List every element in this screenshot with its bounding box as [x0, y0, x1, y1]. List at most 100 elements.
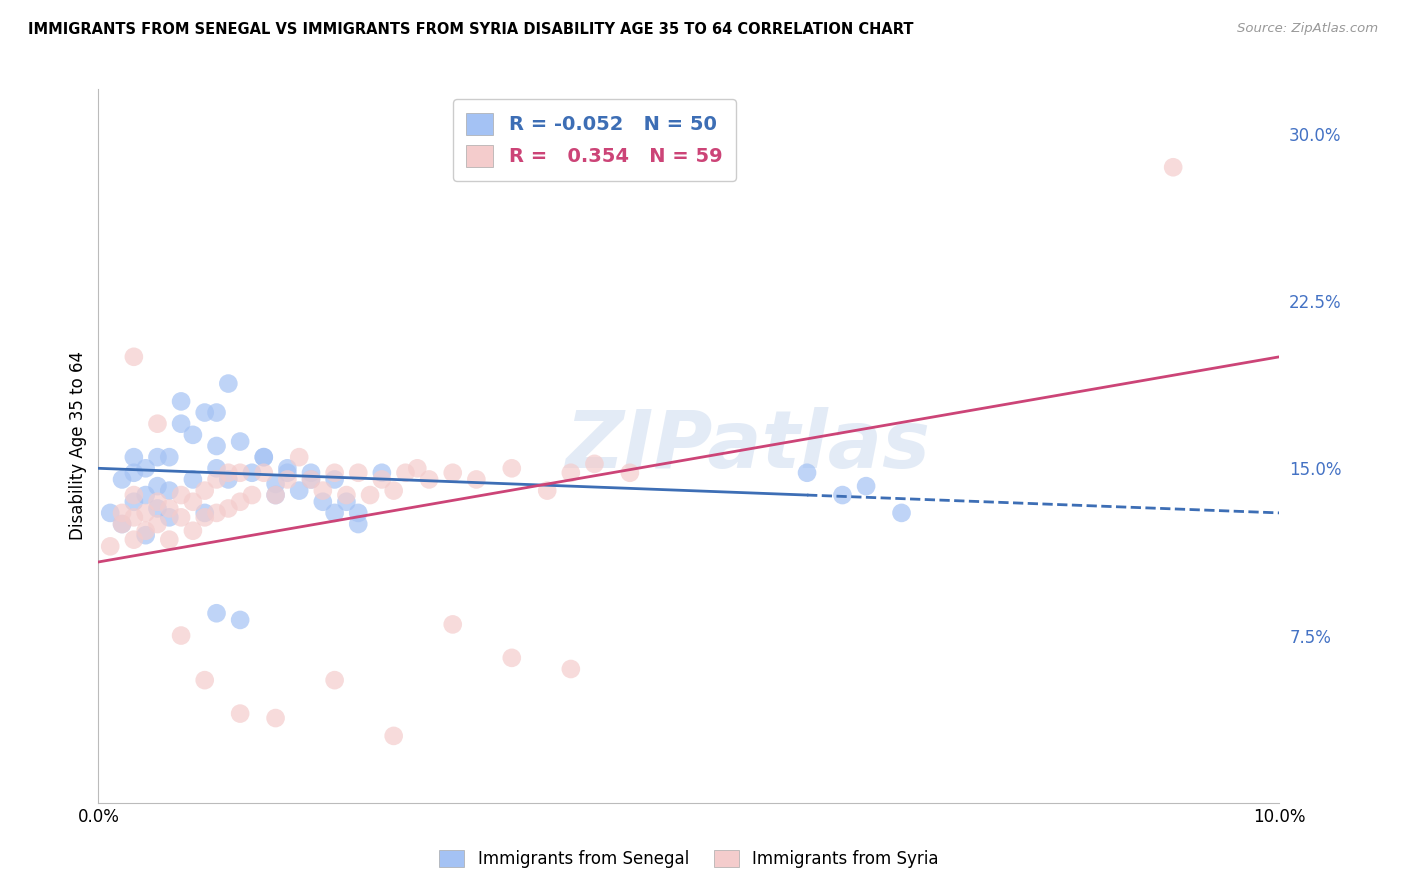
Point — [205, 405, 228, 420]
Point — [371, 473, 394, 487]
Point — [181, 473, 204, 487]
Point — [796, 466, 818, 480]
Point — [194, 405, 217, 420]
Point — [382, 483, 405, 498]
Point — [583, 457, 606, 471]
Point — [323, 473, 346, 487]
Point — [181, 524, 204, 538]
Point — [264, 488, 287, 502]
Point — [111, 517, 134, 532]
Point — [146, 450, 169, 465]
Point — [441, 466, 464, 480]
Point — [264, 711, 287, 725]
Point — [288, 483, 311, 498]
Point — [205, 439, 228, 453]
Point — [146, 479, 169, 493]
Point — [146, 417, 169, 431]
Point — [205, 506, 228, 520]
Legend: Immigrants from Senegal, Immigrants from Syria: Immigrants from Senegal, Immigrants from… — [430, 842, 948, 877]
Point — [205, 473, 228, 487]
Point — [157, 533, 180, 547]
Point — [347, 517, 370, 532]
Point — [170, 628, 193, 642]
Point — [359, 488, 381, 502]
Point — [135, 506, 157, 520]
Point — [1161, 161, 1184, 175]
Point — [181, 427, 204, 442]
Point — [831, 488, 853, 502]
Point — [276, 473, 298, 487]
Text: ZIPatlas: ZIPatlas — [565, 407, 931, 485]
Point — [855, 479, 877, 493]
Point — [299, 473, 322, 487]
Point — [170, 510, 193, 524]
Point — [181, 494, 204, 508]
Point — [418, 473, 440, 487]
Point — [229, 494, 252, 508]
Point — [217, 501, 239, 516]
Point — [323, 466, 346, 480]
Point — [205, 607, 228, 621]
Point — [122, 350, 145, 364]
Point — [619, 466, 641, 480]
Y-axis label: Disability Age 35 to 64: Disability Age 35 to 64 — [69, 351, 87, 541]
Point — [217, 473, 239, 487]
Point — [299, 466, 322, 480]
Point — [122, 533, 145, 547]
Point — [441, 617, 464, 632]
Point — [146, 494, 169, 508]
Point — [465, 473, 488, 487]
Point — [394, 466, 416, 480]
Point — [170, 488, 193, 502]
Point — [560, 662, 582, 676]
Point — [560, 466, 582, 480]
Point — [890, 506, 912, 520]
Point — [312, 483, 335, 498]
Point — [135, 461, 157, 475]
Point — [229, 613, 252, 627]
Point — [371, 466, 394, 480]
Point — [312, 494, 335, 508]
Point — [194, 506, 217, 520]
Text: IMMIGRANTS FROM SENEGAL VS IMMIGRANTS FROM SYRIA DISABILITY AGE 35 TO 64 CORRELA: IMMIGRANTS FROM SENEGAL VS IMMIGRANTS FR… — [28, 22, 914, 37]
Point — [240, 488, 263, 502]
Point — [501, 461, 523, 475]
Point — [157, 501, 180, 516]
Point — [194, 510, 217, 524]
Point — [111, 517, 134, 532]
Point — [299, 473, 322, 487]
Point — [122, 510, 145, 524]
Point — [98, 506, 121, 520]
Text: Source: ZipAtlas.com: Source: ZipAtlas.com — [1237, 22, 1378, 36]
Point — [98, 539, 121, 553]
Point — [323, 673, 346, 687]
Point — [111, 506, 134, 520]
Point — [205, 461, 228, 475]
Point — [335, 488, 357, 502]
Point — [347, 506, 370, 520]
Point — [347, 466, 370, 480]
Point — [170, 394, 193, 409]
Point — [135, 528, 157, 542]
Point — [217, 466, 239, 480]
Point — [323, 506, 346, 520]
Point — [146, 501, 169, 516]
Point — [536, 483, 558, 498]
Point — [406, 461, 429, 475]
Point — [382, 729, 405, 743]
Point — [335, 494, 357, 508]
Point — [253, 450, 276, 465]
Point — [122, 488, 145, 502]
Point — [229, 706, 252, 721]
Point — [122, 450, 145, 465]
Point — [122, 494, 145, 508]
Point — [157, 483, 180, 498]
Point — [288, 450, 311, 465]
Point — [240, 466, 263, 480]
Point — [253, 450, 276, 465]
Point — [122, 466, 145, 480]
Point — [135, 524, 157, 538]
Point — [229, 434, 252, 449]
Point — [111, 473, 134, 487]
Point — [135, 488, 157, 502]
